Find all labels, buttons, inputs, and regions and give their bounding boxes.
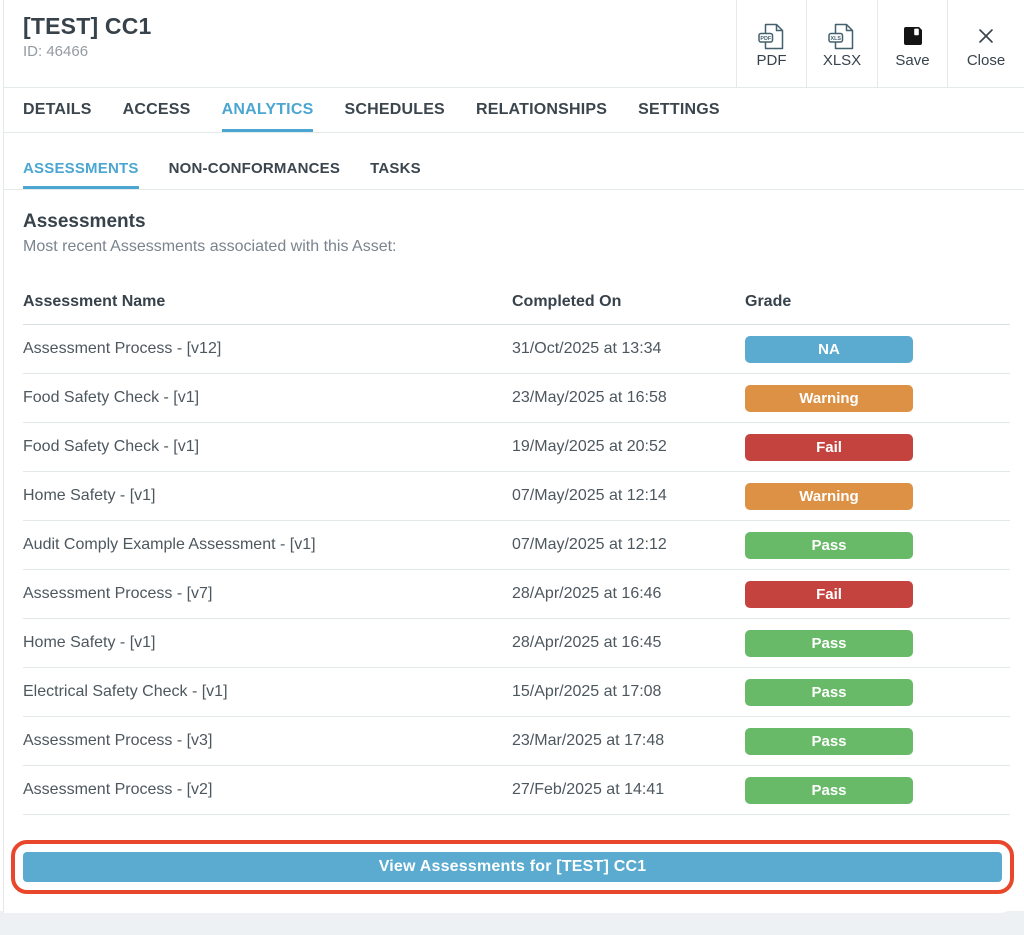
column-header-completed-on: Completed On — [512, 293, 745, 311]
completed-on: 07/May/2025 at 12:14 — [512, 487, 745, 505]
pdf-file-icon: PDF — [757, 22, 787, 50]
header-actions: PDF PDF XLS XLSX — [736, 0, 1024, 87]
grade-cell: Warning — [745, 385, 1010, 412]
assessments-panel: Assessments Most recent Assessments asso… — [4, 211, 1024, 894]
grade-badge: Fail — [745, 434, 913, 461]
section-title: Assessments — [23, 211, 1010, 233]
assessment-name: Audit Comply Example Assessment - [v1] — [23, 536, 512, 554]
completed-on: 23/Mar/2025 at 17:48 — [512, 732, 745, 750]
grade-cell: Pass — [745, 728, 1010, 755]
completed-on: 31/Oct/2025 at 13:34 — [512, 340, 745, 358]
grade-cell: NA — [745, 336, 1010, 363]
table-row[interactable]: Electrical Safety Check - [v1]15/Apr/202… — [23, 668, 1010, 717]
xlsx-button-label: XLSX — [823, 52, 861, 69]
asset-id: ID: 46466 — [23, 43, 152, 60]
grade-badge: Pass — [745, 777, 913, 804]
grade-cell: Pass — [745, 532, 1010, 559]
modal-header: [TEST] CC1 ID: 46466 PDF PDF — [4, 0, 1024, 88]
grade-badge: Warning — [745, 483, 913, 510]
tab-details[interactable]: DETAILS — [23, 88, 92, 132]
sub-tab-bar: ASSESSMENTS NON-CONFORMANCES TASKS — [4, 148, 1024, 190]
assessment-name: Food Safety Check - [v1] — [23, 438, 512, 456]
grade-badge: Warning — [745, 385, 913, 412]
tab-analytics[interactable]: ANALYTICS — [222, 88, 314, 132]
table-row[interactable]: Assessment Process - [v12]31/Oct/2025 at… — [23, 325, 1010, 374]
subtab-tasks[interactable]: TASKS — [370, 148, 421, 189]
assessment-name: Assessment Process - [v2] — [23, 781, 512, 799]
completed-on: 27/Feb/2025 at 14:41 — [512, 781, 745, 799]
close-button-label: Close — [967, 52, 1005, 69]
table-row[interactable]: Home Safety - [v1]07/May/2025 at 12:14Wa… — [23, 472, 1010, 521]
save-button-label: Save — [895, 52, 929, 69]
grade-cell: Fail — [745, 434, 1010, 461]
xlsx-button[interactable]: XLS XLSX — [806, 0, 877, 87]
tab-relationships[interactable]: RELATIONSHIPS — [476, 88, 607, 132]
grade-cell: Fail — [745, 581, 1010, 608]
grade-cell: Pass — [745, 630, 1010, 657]
table-row[interactable]: Audit Comply Example Assessment - [v1]07… — [23, 521, 1010, 570]
grade-cell: Pass — [745, 777, 1010, 804]
completed-on: 15/Apr/2025 at 17:08 — [512, 683, 745, 701]
pdf-button[interactable]: PDF PDF — [736, 0, 806, 87]
tab-schedules[interactable]: SCHEDULES — [344, 88, 444, 132]
completed-on: 23/May/2025 at 16:58 — [512, 389, 745, 407]
header-title-block: [TEST] CC1 ID: 46466 — [4, 0, 152, 87]
assessment-name: Home Safety - [v1] — [23, 634, 512, 652]
completed-on: 07/May/2025 at 12:12 — [512, 536, 745, 554]
table-row[interactable]: Food Safety Check - [v1]19/May/2025 at 2… — [23, 423, 1010, 472]
table-row[interactable]: Assessment Process - [v7]28/Apr/2025 at … — [23, 570, 1010, 619]
save-button[interactable]: Save — [877, 0, 947, 87]
grade-badge: Pass — [745, 630, 913, 657]
svg-text:XLS: XLS — [831, 36, 842, 42]
page-backdrop — [0, 911, 1024, 935]
grade-badge: Pass — [745, 532, 913, 559]
assessment-name: Home Safety - [v1] — [23, 487, 512, 505]
assessment-name: Assessment Process - [v3] — [23, 732, 512, 750]
view-assessments-button[interactable]: View Assessments for [TEST] CC1 — [23, 852, 1002, 882]
table-row[interactable]: Home Safety - [v1]28/Apr/2025 at 16:45Pa… — [23, 619, 1010, 668]
subtab-assessments[interactable]: ASSESSMENTS — [23, 148, 139, 189]
close-button[interactable]: Close — [947, 0, 1024, 87]
subtab-non-conformances[interactable]: NON-CONFORMANCES — [169, 148, 341, 189]
assessment-name: Assessment Process - [v12] — [23, 340, 512, 358]
table-row[interactable]: Assessment Process - [v3]23/Mar/2025 at … — [23, 717, 1010, 766]
main-tab-bar: DETAILS ACCESS ANALYTICS SCHEDULES RELATIONS… — [4, 88, 1024, 133]
completed-on: 28/Apr/2025 at 16:45 — [512, 634, 745, 652]
grade-badge: Pass — [745, 728, 913, 755]
grade-badge: Pass — [745, 679, 913, 706]
table-header-row: Assessment Name Completed On Grade — [23, 283, 1010, 325]
assessment-name: Assessment Process - [v7] — [23, 585, 512, 603]
page-title: [TEST] CC1 — [23, 13, 152, 40]
section-subtitle: Most recent Assessments associated with … — [23, 238, 1010, 256]
assessment-name: Electrical Safety Check - [v1] — [23, 683, 512, 701]
column-header-assessment-name: Assessment Name — [23, 293, 512, 311]
close-x-icon — [976, 22, 996, 50]
pdf-button-label: PDF — [757, 52, 787, 69]
grade-cell: Warning — [745, 483, 1010, 510]
tab-access[interactable]: ACCESS — [123, 88, 191, 132]
table-row[interactable]: Food Safety Check - [v1]23/May/2025 at 1… — [23, 374, 1010, 423]
assessments-table-body: Assessment Process - [v12]31/Oct/2025 at… — [23, 325, 1010, 815]
grade-cell: Pass — [745, 679, 1010, 706]
completed-on: 19/May/2025 at 20:52 — [512, 438, 745, 456]
asset-modal: [TEST] CC1 ID: 46466 PDF PDF — [3, 0, 1024, 913]
table-row[interactable]: Assessment Process - [v2]27/Feb/2025 at … — [23, 766, 1010, 815]
svg-text:PDF: PDF — [760, 36, 771, 42]
tab-settings[interactable]: SETTINGS — [638, 88, 720, 132]
grade-badge: NA — [745, 336, 913, 363]
assessment-name: Food Safety Check - [v1] — [23, 389, 512, 407]
save-floppy-icon — [901, 22, 925, 50]
grade-badge: Fail — [745, 581, 913, 608]
completed-on: 28/Apr/2025 at 16:46 — [512, 585, 745, 603]
xlsx-file-icon: XLS — [827, 22, 857, 50]
column-header-grade: Grade — [745, 293, 1010, 311]
highlight-annotation: View Assessments for [TEST] CC1 — [11, 840, 1014, 894]
